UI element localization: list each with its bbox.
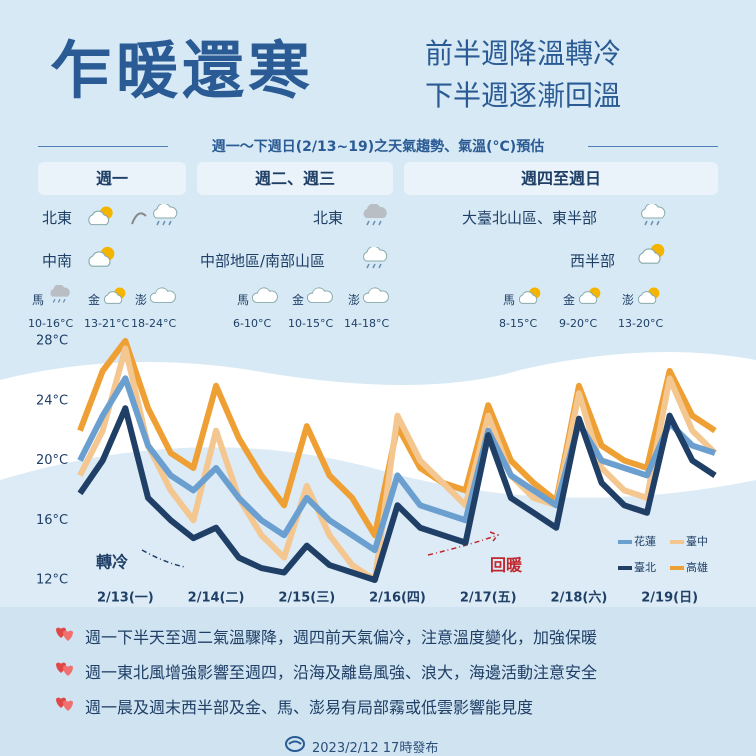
note: 週一下半天至週二氣溫驟降，週四前天氣偏冷，注意溫度變化，加強保暖 (85, 628, 598, 647)
notes-panel (0, 607, 756, 756)
island-temp: 18-24°C (131, 317, 177, 330)
footer: 2023/2/12 17時發布 (312, 741, 439, 756)
island-name: 金 (88, 293, 101, 307)
arrow (141, 549, 186, 568)
annotation: 回暖 (490, 556, 523, 575)
region: 中部地區/南部山區 (200, 252, 326, 270)
x-tick-label: 2/17(五) (460, 591, 517, 606)
series-line (77, 345, 718, 583)
rule (588, 146, 718, 147)
weather-icon (637, 287, 660, 304)
island-name: 金 (563, 293, 576, 307)
x-tick-label: 2/18(六) (551, 590, 608, 606)
x-tick-label: 2/19(日) (641, 591, 698, 606)
island-name: 澎 (622, 293, 635, 307)
legend-label: 花蓮 (634, 534, 656, 548)
island-name: 金 (292, 293, 305, 307)
island-temp: 13-21°C (84, 317, 130, 330)
island-temp: 13-20°C (618, 317, 664, 330)
note: 週一晨及週末西半部及金、馬、澎易有局部霧或低雲影響能見度 (85, 698, 534, 717)
note-icon (50, 660, 74, 678)
weather-icon (306, 287, 333, 303)
region: 北東 (42, 209, 73, 227)
subtitle: 下半週逐漸回溫 (425, 79, 622, 112)
legend-label: 高雄 (686, 560, 708, 574)
weather-icon (103, 287, 126, 304)
island-name: 澎 (348, 293, 361, 307)
x-tick-label: 2/16(四) (369, 591, 426, 606)
y-tick-label: 24°C (36, 393, 68, 408)
y-tick-label: 28°C (36, 334, 68, 349)
weather-icon (638, 243, 665, 264)
island-temp: 9-20°C (559, 317, 598, 330)
period-label: 週一 (38, 162, 186, 195)
series-line (77, 375, 716, 554)
weather-icon (88, 246, 115, 267)
region: 北東 (313, 209, 344, 227)
series-line (77, 405, 717, 583)
weather-icon (362, 287, 389, 303)
weather-icon (362, 204, 388, 226)
region: 西半部 (570, 252, 616, 270)
x-tick-label: 2/13(一) (97, 591, 154, 606)
island-temp: 8-15°C (499, 317, 538, 330)
island-name: 澎 (135, 293, 148, 307)
rule (38, 146, 168, 147)
y-tick-label: 20°C (36, 453, 68, 468)
legend-label: 臺中 (686, 534, 708, 548)
subtitle: 前半週降溫轉冷 (425, 37, 622, 70)
island-name: 馬 (237, 293, 250, 307)
weather-icon (362, 247, 388, 269)
island-temp: 14-18°C (344, 317, 390, 330)
weather-icon (251, 287, 278, 303)
y-tick-label: 16°C (36, 513, 68, 528)
note: 週一東北風增強影響至週四，沿海及離島風強、浪大，海邊活動注意安全 (85, 663, 598, 682)
weather-icon (49, 285, 71, 304)
banner: 週一～下週日(2/13~19)之天氣趨勢、氣溫(°C)預估 (211, 139, 545, 155)
weather-icons (88, 204, 178, 226)
island-name: 馬 (32, 293, 45, 307)
region: 大臺北山區、東半部 (462, 209, 598, 227)
weather-icon (640, 204, 666, 226)
x-tick-label: 2/14(二) (188, 591, 245, 606)
island-name: 馬 (503, 293, 516, 307)
logo (285, 736, 305, 752)
x-tick-label: 2/15(三) (278, 591, 335, 606)
annotation: 轉冷 (96, 553, 128, 572)
weather-icon (518, 287, 541, 304)
legend-label: 臺北 (634, 560, 656, 574)
weather-icon (149, 287, 176, 303)
note-icon (50, 695, 74, 713)
period-label: 週二、週三 (197, 162, 393, 195)
y-tick-label: 12°C (36, 573, 68, 588)
island-temp: 10-15°C (288, 317, 334, 330)
note-icon (50, 625, 74, 643)
chart: 轉冷 回暖 12°C 16°C 20°C 24°C 28°C 2/13(一) 2/14(二)… (0, 334, 756, 610)
region: 中南 (42, 252, 73, 270)
island-temp: 10-16°C (28, 317, 74, 330)
weather-icon (578, 287, 601, 304)
title: 乍暖還寒 (50, 34, 315, 107)
island-temp: 6-10°C (233, 317, 272, 330)
period-label: 週四至週日 (404, 162, 718, 195)
